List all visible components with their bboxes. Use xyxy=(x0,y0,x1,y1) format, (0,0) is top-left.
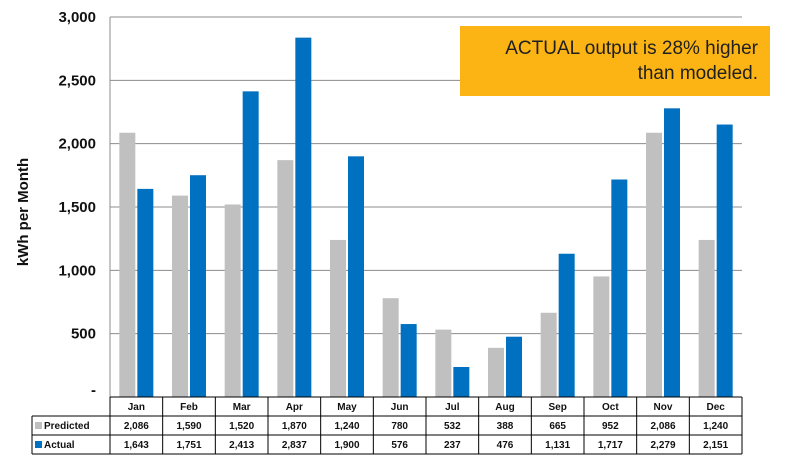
bar-actual-mar xyxy=(242,91,259,397)
x-tick-label: May xyxy=(337,402,357,413)
bar-predicted-dec xyxy=(698,239,715,397)
annotation-callout: ACTUAL output is 28% higher than modeled… xyxy=(460,26,770,96)
bar-actual-aug xyxy=(506,336,522,397)
y-tick-label: 500 xyxy=(71,326,96,343)
data-label: 1,751 xyxy=(176,440,201,451)
data-label: 2,151 xyxy=(703,440,728,451)
data-label: 2,086 xyxy=(650,421,675,432)
data-label: 1,870 xyxy=(282,421,307,432)
x-tick-label: Apr xyxy=(286,402,303,413)
data-label: 665 xyxy=(549,421,566,432)
data-label: 388 xyxy=(497,421,514,432)
bar-predicted-feb xyxy=(172,195,188,397)
bar-actual-feb xyxy=(190,175,206,397)
data-label: 1,240 xyxy=(703,421,728,432)
x-tick-label: Sep xyxy=(548,402,566,413)
x-tick-label: Oct xyxy=(602,402,619,413)
data-label: 576 xyxy=(391,440,408,451)
legend-swatch-predicted xyxy=(35,422,42,429)
y-tick-label: 1,000 xyxy=(58,262,96,279)
y-axis-ticks: - 500 1,000 1,500 2,000 2,500 3,000 xyxy=(58,9,96,399)
data-label: 2,837 xyxy=(282,440,307,451)
bar-predicted-jun xyxy=(382,298,399,397)
x-tick-label: Nov xyxy=(654,402,673,413)
bar-actual-jan xyxy=(137,188,154,397)
x-tick-label: Jul xyxy=(445,402,460,413)
data-label: 1,520 xyxy=(229,421,254,432)
bar-actual-jun xyxy=(400,324,417,397)
bar-actual-sep xyxy=(558,253,575,397)
bars xyxy=(119,37,733,398)
data-label: 1,131 xyxy=(545,440,570,451)
data-label: 1,717 xyxy=(598,440,623,451)
y-tick-label: 2,000 xyxy=(58,136,96,153)
y-tick-label: 2,500 xyxy=(58,72,96,89)
data-label: 1,590 xyxy=(176,421,201,432)
data-label: 1,240 xyxy=(334,421,359,432)
x-tick-label: Jun xyxy=(391,402,409,413)
data-label: 2,279 xyxy=(650,440,675,451)
legend-swatch-actual xyxy=(35,441,42,448)
data-label: 2,086 xyxy=(124,421,149,432)
bar-predicted-jan xyxy=(119,132,136,398)
data-label: 2,413 xyxy=(229,440,254,451)
bar-actual-oct xyxy=(611,179,628,397)
bar-actual-may xyxy=(348,156,364,397)
bar-actual-nov xyxy=(664,108,680,398)
bar-actual-jul xyxy=(453,366,470,397)
x-tick-label: Mar xyxy=(233,402,251,413)
bar-predicted-oct xyxy=(593,276,610,397)
data-label: 476 xyxy=(497,440,514,451)
data-label: 1,900 xyxy=(334,440,359,451)
y-tick-label: 1,500 xyxy=(58,199,96,216)
x-tick-label: Aug xyxy=(495,402,514,413)
bar-predicted-sep xyxy=(540,312,557,397)
y-axis-title: kWh per Month xyxy=(15,158,32,266)
gridlines xyxy=(109,16,742,397)
bar-predicted-apr xyxy=(277,160,294,397)
data-table: Jan Feb Mar Apr May Jun Jul Aug Sep Oct Nov Dec Pred… xyxy=(31,396,743,455)
legend-label-predicted: Predicted xyxy=(44,421,90,432)
data-label: 780 xyxy=(391,421,408,432)
data-label: 1,643 xyxy=(124,440,149,451)
data-label: 532 xyxy=(444,421,461,432)
x-tick-label: Jan xyxy=(128,402,145,413)
bar-predicted-aug xyxy=(488,347,504,397)
bar-predicted-jul xyxy=(435,329,452,397)
y-tick-label: 3,000 xyxy=(58,9,96,26)
data-label: 952 xyxy=(602,421,619,432)
x-tick-label: Feb xyxy=(180,402,198,413)
bar-predicted-may xyxy=(330,239,346,397)
bar-actual-apr xyxy=(295,37,312,397)
y-tick-label: - xyxy=(91,382,96,399)
bar-predicted-mar xyxy=(224,204,241,397)
bar-predicted-nov xyxy=(646,132,662,398)
x-tick-label: Dec xyxy=(706,402,725,413)
data-label: 237 xyxy=(444,440,461,451)
legend-label-actual: Actual xyxy=(44,440,75,451)
bar-actual-dec xyxy=(716,124,733,397)
